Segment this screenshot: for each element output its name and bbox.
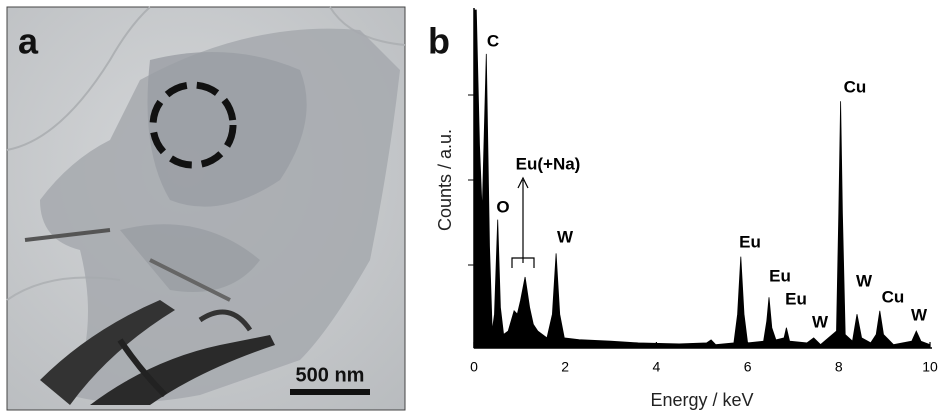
peak-label: W xyxy=(856,271,873,290)
peak-label: Cu xyxy=(882,287,905,306)
spectrum xyxy=(474,10,930,348)
x-tick-label: 0 xyxy=(470,359,478,375)
panel-label: b xyxy=(428,21,450,62)
peak-label: Cu xyxy=(844,77,867,96)
tem-image xyxy=(7,7,405,410)
x-tick-label: 6 xyxy=(744,359,752,375)
x-tick-label: 10 xyxy=(922,359,938,375)
x-tick-label: 4 xyxy=(653,359,661,375)
x-tick-label: 2 xyxy=(561,359,569,375)
peak-label: C xyxy=(487,31,499,50)
peak-label: W xyxy=(911,305,928,324)
peak-label: Eu xyxy=(739,232,761,251)
peak-label: W xyxy=(812,312,829,331)
peak-label: Eu(+Na) xyxy=(516,154,581,173)
peak-label: Eu xyxy=(769,266,791,285)
panel-label: a xyxy=(18,21,39,62)
x-tick-label: 8 xyxy=(835,359,843,375)
x-axis-label: Energy / keV xyxy=(650,390,753,410)
peak-label: Eu xyxy=(785,289,807,308)
scale-bar-label: 500 nm xyxy=(296,364,365,386)
page: {"panel_a": {"label": "a", "scale_bar": … xyxy=(0,0,943,416)
peak-label: W xyxy=(557,227,574,246)
y-axis-label: Counts / a.u. xyxy=(435,129,455,231)
plot-area xyxy=(468,8,932,348)
figure: a 500 nm b Counts / a.u. Energy / keV 0 2… xyxy=(0,0,943,416)
peak-label: O xyxy=(496,197,509,216)
